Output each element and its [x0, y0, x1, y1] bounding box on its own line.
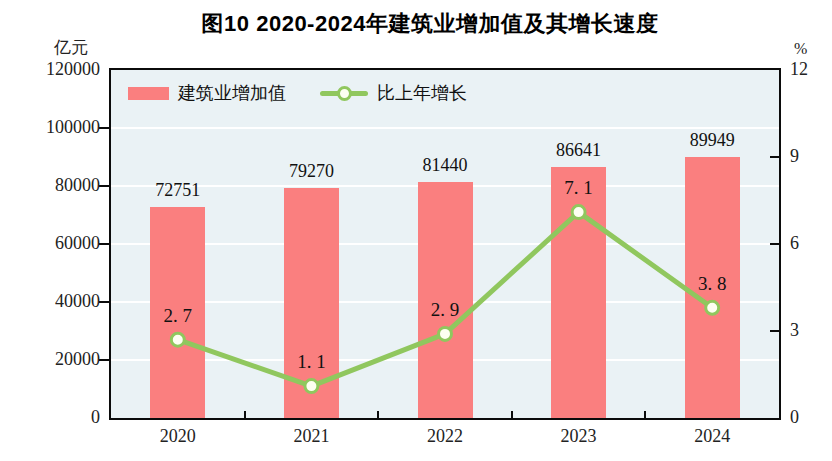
- line-marker-icon: [305, 380, 318, 393]
- right-axis-unit: %: [794, 40, 807, 58]
- chart-title: 图10 2020-2024年建筑业增加值及其增长速度: [0, 9, 832, 39]
- left-axis-tick-label: 40000: [55, 291, 100, 312]
- line-marker-icon: [706, 301, 719, 314]
- line-marker-icon: [572, 206, 585, 219]
- right-axis-tick: [770, 156, 779, 158]
- right-axis-tick-label: 9: [790, 146, 799, 167]
- right-axis-tick: [770, 330, 779, 332]
- left-axis-tick: [99, 243, 109, 245]
- left-axis-unit: 亿元: [54, 36, 88, 59]
- line-value-label: 1. 1: [261, 351, 361, 373]
- left-axis-tick-label: 0: [91, 407, 100, 428]
- right-axis-tick-label: 6: [790, 233, 799, 254]
- line-marker-icon: [439, 327, 452, 340]
- left-axis-tick: [99, 301, 109, 303]
- right-axis-tick-label: 0: [790, 407, 799, 428]
- line-value-label: 7. 1: [529, 177, 629, 199]
- x-axis-category-label: 2021: [271, 426, 351, 447]
- line-value-label: 2. 9: [395, 299, 495, 321]
- x-axis-category-label: 2024: [672, 426, 752, 447]
- left-axis-tick: [99, 127, 109, 129]
- right-axis-tick-label: 12: [790, 59, 808, 80]
- line-value-label: 3. 8: [662, 273, 762, 295]
- left-axis-tick-label: 100000: [46, 117, 100, 138]
- line-value-label: 2. 7: [128, 305, 228, 327]
- left-axis-tick-label: 120000: [46, 59, 100, 80]
- x-axis-category-label: 2022: [405, 426, 485, 447]
- x-axis-tick: [644, 411, 646, 418]
- x-axis-tick: [244, 411, 246, 418]
- x-axis-tick: [511, 411, 513, 418]
- left-axis-tick-label: 60000: [55, 233, 100, 254]
- left-axis-tick: [99, 359, 109, 361]
- plot-area: 建筑业增加值 比上年增长 72751792708144086641899492.…: [109, 68, 781, 420]
- left-axis-tick-label: 80000: [55, 175, 100, 196]
- left-axis-tick: [99, 185, 109, 187]
- line-marker-icon: [171, 333, 184, 346]
- right-axis-tick-label: 3: [790, 320, 799, 341]
- plot-canvas: 建筑业增加值 比上年增长 72751792708144086641899492.…: [111, 70, 779, 418]
- x-axis-tick: [377, 411, 379, 418]
- figure-construction-value-chart: 图10 2020-2024年建筑业增加值及其增长速度 亿元 % 建筑业增加值 比…: [0, 0, 832, 461]
- x-axis-category-label: 2023: [539, 426, 619, 447]
- growth-line-series: [111, 70, 779, 418]
- left-axis-tick-label: 20000: [55, 349, 100, 370]
- right-axis-tick: [770, 243, 779, 245]
- x-axis-category-label: 2020: [138, 426, 218, 447]
